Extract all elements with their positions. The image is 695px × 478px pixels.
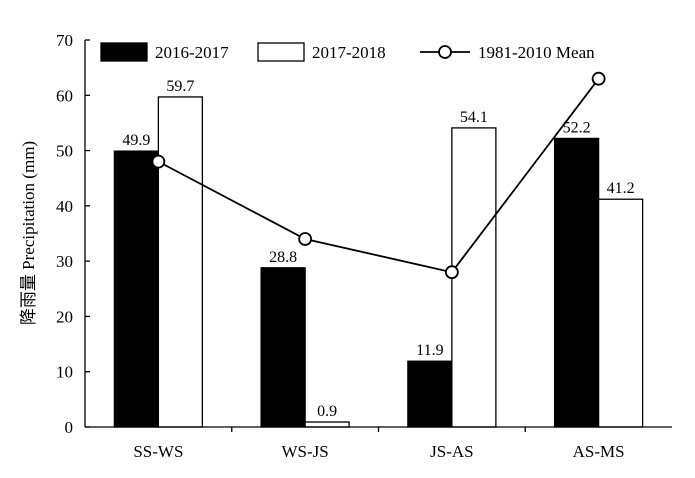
data-label-2016-2017-SS-WS: 49.9 (122, 132, 150, 149)
bars-layer (113, 96, 644, 428)
mean-point-JS-AS (444, 265, 459, 280)
x-tick-label-AS-MS: AS-MS (573, 442, 625, 461)
data-label-2017-2018-SS-WS: 59.7 (166, 78, 194, 95)
legend-swatch-2017-2018 (257, 42, 305, 62)
mean-line (157, 78, 600, 274)
bar-2016-2017-SS-WS (113, 150, 160, 428)
legend: 2016-2017 2017-2018 1981-2010 Mean (100, 42, 595, 62)
mean-point-AS-MS (591, 71, 606, 86)
data-label-2017-2018-WS-JS: 0.9 (317, 403, 337, 420)
mean-point-SS-WS (151, 154, 166, 169)
bar-2017-2018-JS-AS (451, 127, 497, 428)
y-tick-label-30: 30 (56, 252, 73, 271)
bar-2016-2017-JS-AS (407, 360, 453, 428)
mean-line-layer (151, 71, 606, 280)
bar-2016-2017-AS-MS (553, 137, 600, 428)
bar-2017-2018-WS-JS (304, 421, 350, 428)
y-tick-label-50: 50 (56, 142, 73, 161)
data-label-2016-2017-WS-JS: 28.8 (269, 249, 297, 266)
y-tick-label-40: 40 (56, 197, 73, 216)
bar-2017-2018-AS-MS (597, 198, 644, 428)
data-labels-layer: 49.9 28.8 11.9 52.2 59.7 0.9 54.1 41.2 (122, 78, 634, 420)
data-label-2016-2017-JS-AS: 11.9 (416, 342, 443, 359)
x-tick-label-WS-JS: WS-JS (282, 442, 329, 461)
data-label-2017-2018-JS-AS: 54.1 (460, 109, 488, 126)
y-tick-label-60: 60 (56, 86, 73, 105)
legend-label-2017-2018: 2017-2018 (312, 43, 386, 62)
x-tick-label-SS-WS: SS-WS (133, 442, 183, 461)
y-tick-label-20: 20 (56, 307, 73, 326)
y-tick-label-70: 70 (56, 31, 73, 50)
mean-point-WS-JS (298, 232, 313, 246)
axes-layer: 0 10 20 30 40 50 60 70 SS-WS WS-JS JS-AS AS-MS (56, 31, 672, 461)
data-label-2017-2018-AS-MS: 41.2 (607, 180, 635, 197)
legend-swatch-2016-2017 (100, 42, 148, 62)
y-tick-label-0: 0 (65, 418, 74, 437)
bar-2017-2018-SS-WS (157, 96, 204, 428)
data-label-2016-2017-AS-MS: 52.2 (563, 119, 591, 136)
legend-marker-1981-2010 Mean (438, 45, 452, 59)
y-axis-title: 降雨量 Precipitation (mm) (19, 141, 38, 325)
legend-label-2016-2017: 2016-2017 (155, 43, 229, 62)
x-tick-label-JS-AS: JS-AS (430, 442, 473, 461)
legend-label-1981-2010 Mean: 1981-2010 Mean (478, 43, 595, 62)
bar-2016-2017-WS-JS (260, 267, 306, 428)
y-tick-label-10: 10 (56, 363, 73, 382)
